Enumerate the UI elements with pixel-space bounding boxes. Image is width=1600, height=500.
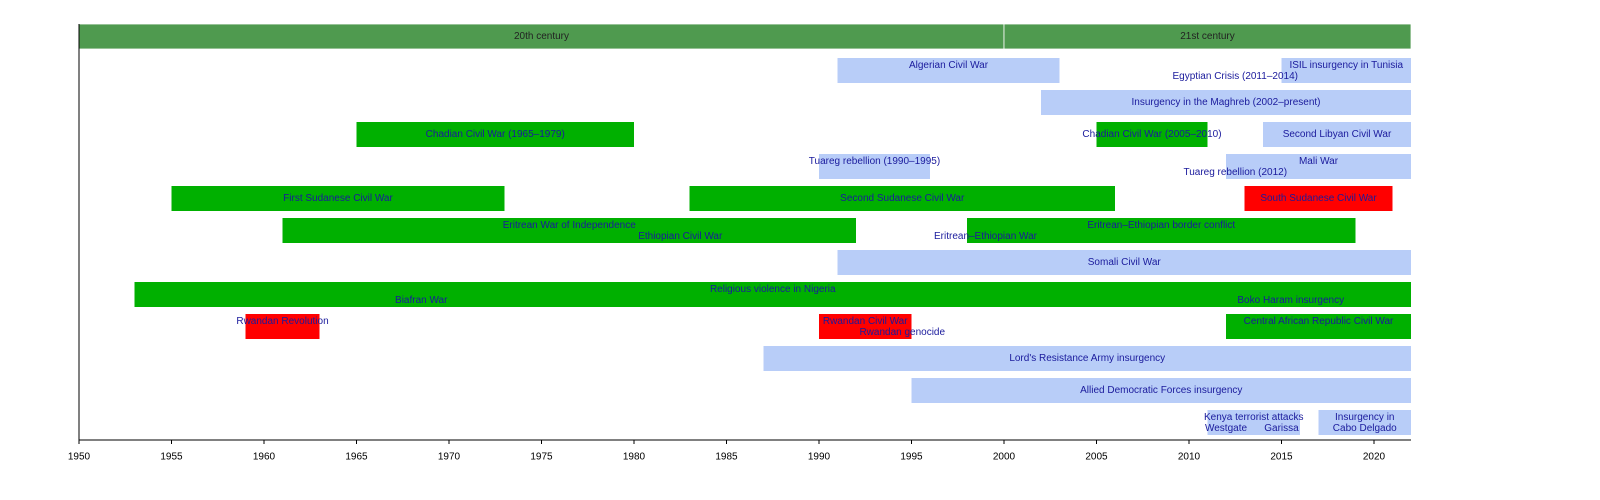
event-bar xyxy=(837,250,1411,275)
event-label: Second Sudanese Civil War xyxy=(840,193,965,204)
x-tick-label: 1975 xyxy=(530,452,553,463)
x-tick-label: 1995 xyxy=(900,452,923,463)
event-label: Second Libyan Civil War xyxy=(1283,129,1392,140)
event-bar xyxy=(819,314,912,339)
event-label: Somali Civil War xyxy=(1088,257,1162,268)
x-tick-label: 1980 xyxy=(623,452,646,463)
event-label: Biafran War xyxy=(395,295,448,306)
event-bar xyxy=(911,378,1411,403)
header-band xyxy=(78,23,1005,50)
event-label: Ethiopian Civil War xyxy=(638,231,723,242)
event-bar xyxy=(171,186,505,211)
event-bar xyxy=(689,186,1115,211)
event-label: Eritrean War of Independence xyxy=(503,220,636,231)
x-tick-label: 2000 xyxy=(993,452,1016,463)
event-label: Eritrean–Ethiopian border conflict xyxy=(1087,220,1235,231)
event-label: Kenya terrorist attacks xyxy=(1204,412,1303,423)
event-label: Tuareg rebellion (2012) xyxy=(1183,167,1287,178)
event-label: First Sudanese Civil War xyxy=(283,193,393,204)
event-label: Tuareg rebellion (1990–1995) xyxy=(809,156,940,167)
event-label: Allied Democratic Forces insurgency xyxy=(1080,385,1242,396)
event-label: Rwandan genocide xyxy=(859,327,945,338)
x-tick-label: 1960 xyxy=(253,452,276,463)
event-label: Chadian Civil War (1965–1979) xyxy=(426,129,565,140)
event-bar xyxy=(837,58,1060,83)
x-tick-label: 2005 xyxy=(1085,452,1108,463)
event-bar xyxy=(763,346,1411,371)
event-label: Rwandan Civil War xyxy=(823,316,908,327)
event-label: Eritrean–Ethiopian War xyxy=(934,231,1038,242)
event-label: South Sudanese Civil War xyxy=(1260,193,1377,204)
x-tick-label: 2020 xyxy=(1363,452,1386,463)
event-bar xyxy=(134,282,1411,307)
header-band xyxy=(1003,23,1412,50)
event-label: Lord's Resistance Army insurgency xyxy=(1009,353,1165,364)
event-bar xyxy=(1281,58,1411,83)
x-tick-label: 1985 xyxy=(715,452,738,463)
event-bar xyxy=(1263,122,1411,147)
event-bar xyxy=(819,154,930,179)
x-tick-label: 1990 xyxy=(808,452,831,463)
event-bar xyxy=(356,122,634,147)
x-tick-label: 1955 xyxy=(160,452,183,463)
event-bar xyxy=(245,314,320,339)
event-bar xyxy=(1318,410,1411,435)
event-bar xyxy=(1096,122,1208,147)
header-label: 20th century xyxy=(514,31,569,42)
event-bar xyxy=(1226,314,1411,339)
event-label: Chadian Civil War (2005–2010) xyxy=(1082,129,1221,140)
x-tick-label: 1950 xyxy=(68,452,91,463)
event-label: Boko Haram insurgency xyxy=(1237,295,1344,306)
event-label: Central African Republic Civil War xyxy=(1244,316,1394,327)
event-label: Rwandan Revolution xyxy=(236,316,328,327)
x-tick-label: 2015 xyxy=(1270,452,1293,463)
event-label: Algerian Civil War xyxy=(909,60,989,71)
event-bar xyxy=(1226,154,1411,179)
event-label: Egyptian Crisis (2011–2014) xyxy=(1173,71,1298,82)
event-label: ISIL insurgency in Tunisia xyxy=(1289,60,1403,71)
event-label: Insurgency in xyxy=(1335,412,1394,423)
x-tick-label: 1970 xyxy=(438,452,461,463)
event-bar xyxy=(967,218,1356,243)
header-label: 21st century xyxy=(1180,31,1234,42)
x-tick-label: 1965 xyxy=(345,452,368,463)
event-label: Westgate xyxy=(1205,423,1247,434)
event-bar xyxy=(1207,410,1300,435)
event-label: Cabo Delgado xyxy=(1333,423,1397,434)
event-label: Garissa xyxy=(1264,423,1299,434)
event-bar xyxy=(282,218,856,243)
event-bar xyxy=(1244,186,1393,211)
event-bar xyxy=(1041,90,1411,115)
event-label: Insurgency in the Maghreb (2002–present) xyxy=(1131,97,1320,108)
x-tick-label: 2010 xyxy=(1178,452,1201,463)
event-label: Religious violence in Nigeria xyxy=(710,284,836,295)
event-label: Mali War xyxy=(1299,156,1339,167)
